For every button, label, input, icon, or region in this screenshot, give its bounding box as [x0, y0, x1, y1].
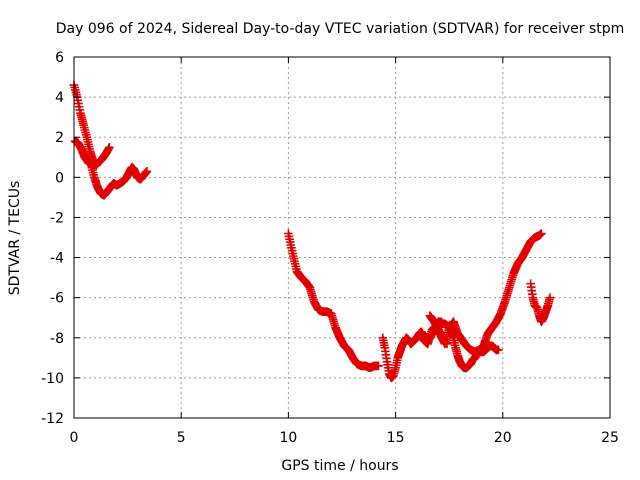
- series-segment-6: [526, 279, 555, 327]
- x-tick-label: 10: [279, 430, 297, 446]
- y-axis-label: SDTVAR / TECUs: [7, 181, 23, 296]
- series-segment-5: [425, 311, 452, 349]
- y-tick-label: -8: [50, 331, 64, 347]
- data-point: [545, 293, 555, 302]
- y-tick-label: 2: [55, 130, 64, 146]
- x-tick-label: 20: [494, 430, 512, 446]
- data-point: [105, 142, 114, 152]
- x-axis-label: GPS time / hours: [281, 458, 398, 474]
- y-tick-label: -12: [41, 411, 64, 427]
- chart-title: Day 096 of 2024, Sidereal Day-to-day VTE…: [56, 21, 625, 37]
- series-segment-2: [284, 229, 383, 373]
- y-tick-label: 6: [55, 50, 64, 66]
- y-tick-label: -10: [41, 371, 64, 387]
- y-tick-label: -2: [50, 210, 64, 226]
- data-point: [537, 229, 546, 238]
- series-segment-1c: [86, 161, 152, 200]
- data-points: [69, 80, 555, 383]
- x-tick-label: 5: [177, 430, 186, 446]
- grid: [74, 57, 610, 418]
- y-tick-label: -6: [50, 291, 64, 307]
- y-tick-label: 4: [55, 90, 64, 106]
- data-point: [442, 339, 452, 349]
- y-tick-label: 0: [55, 170, 64, 186]
- x-tick-label: 0: [70, 430, 79, 446]
- data-point: [494, 345, 503, 355]
- data-point: [374, 361, 383, 371]
- x-tick-label: 15: [387, 430, 405, 446]
- data-point: [142, 167, 152, 176]
- y-tick-label: -4: [50, 251, 64, 267]
- axis-ticks: 0 5 10 15 20 25 -12 -10 -8 -6 -4 -2 0 2 4 6: [41, 50, 619, 446]
- plot-frame: [73, 56, 611, 419]
- x-tick-label: 25: [601, 430, 619, 446]
